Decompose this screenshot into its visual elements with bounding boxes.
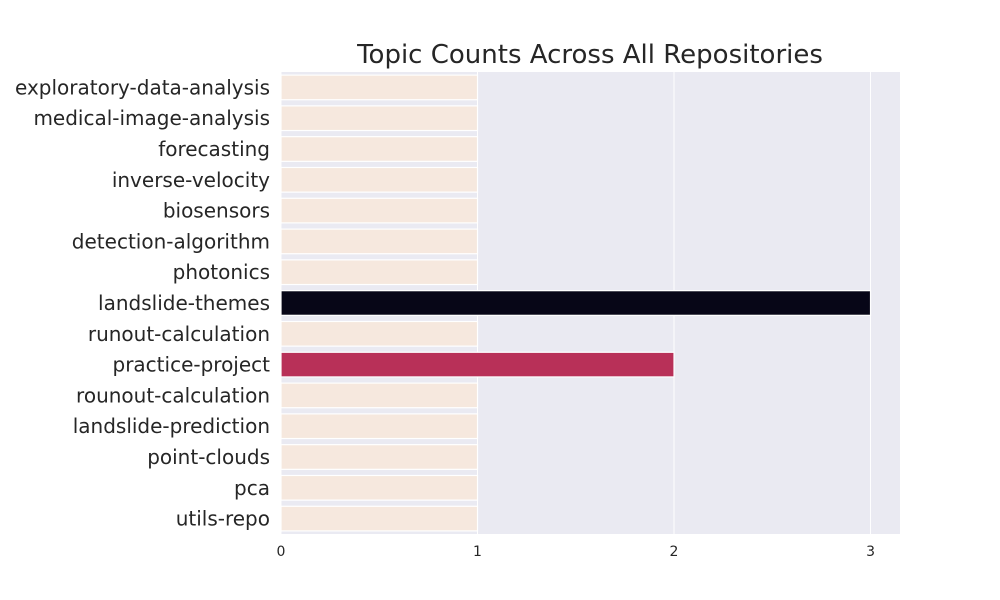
bar: [280, 197, 479, 224]
category-label: medical-image-analysis: [33, 106, 270, 130]
category-label: runout-calculation: [88, 322, 270, 346]
category-label: photonics: [173, 260, 270, 284]
category-label: practice-project: [113, 353, 271, 377]
bars: [280, 74, 872, 532]
bar: [280, 74, 479, 101]
category-label: detection-algorithm: [72, 229, 270, 253]
bar: [280, 136, 479, 162]
category-labels: exploratory-data-analysis medical-image-a…: [15, 75, 270, 530]
category-label: landslide-themes: [98, 291, 270, 315]
category-label: rounout-calculation: [76, 383, 270, 407]
bar: [280, 474, 479, 501]
bar: [280, 259, 479, 286]
bar: [280, 166, 479, 193]
bar: [280, 351, 675, 378]
category-label: exploratory-data-analysis: [15, 75, 270, 99]
x-tick-label: 1: [473, 544, 482, 560]
category-label: biosensors: [163, 199, 270, 223]
category-label: landslide-prediction: [73, 414, 270, 438]
category-label: utils-repo: [176, 507, 270, 531]
x-axis-ticks: 0 1 2 3: [277, 544, 875, 560]
bar: [280, 413, 479, 440]
bar: [280, 444, 479, 470]
category-label: forecasting: [158, 137, 270, 161]
x-tick-label: 2: [670, 544, 679, 560]
bar: [280, 290, 872, 316]
bar: [280, 105, 479, 132]
bar: [280, 228, 479, 255]
bar: [280, 505, 479, 532]
category-label: point-clouds: [147, 445, 270, 469]
x-tick-label: 0: [277, 544, 286, 560]
bar: [280, 382, 479, 409]
category-label: inverse-velocity: [112, 168, 270, 192]
x-tick-label: 3: [866, 544, 875, 560]
bar: [280, 320, 479, 347]
category-label: pca: [234, 476, 270, 500]
chart-title: Topic Counts Across All Repositories: [356, 40, 823, 70]
